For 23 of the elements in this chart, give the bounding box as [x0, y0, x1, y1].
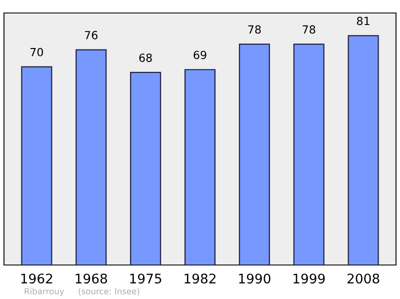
data-label: 69 — [194, 50, 206, 60]
x-tick-label: 1962 — [21, 274, 52, 284]
data-label: 78 — [248, 25, 261, 34]
text: (source: Insee) — [78, 288, 140, 296]
data-label: 76 — [84, 30, 98, 40]
bar — [293, 44, 324, 265]
data-label: 81 — [357, 16, 370, 26]
bar — [76, 49, 107, 265]
x-tick-label: 1975 — [130, 274, 162, 284]
x-tick-label: 1982 — [184, 274, 216, 284]
x-tick-label: 1990 — [239, 274, 270, 284]
x-tick-label: 1968 — [76, 274, 107, 284]
bar — [238, 44, 270, 265]
bar — [348, 35, 379, 265]
data-label: 68 — [139, 54, 152, 62]
bar — [184, 69, 216, 265]
bar — [130, 72, 162, 265]
bar — [21, 66, 52, 265]
data-label: 70 — [30, 48, 43, 56]
data-label: 78 — [302, 25, 316, 34]
text: Ribarrouy — [24, 288, 64, 296]
x-tick-label: 2008 — [348, 274, 380, 284]
x-tick-label: 1999 — [294, 274, 325, 284]
